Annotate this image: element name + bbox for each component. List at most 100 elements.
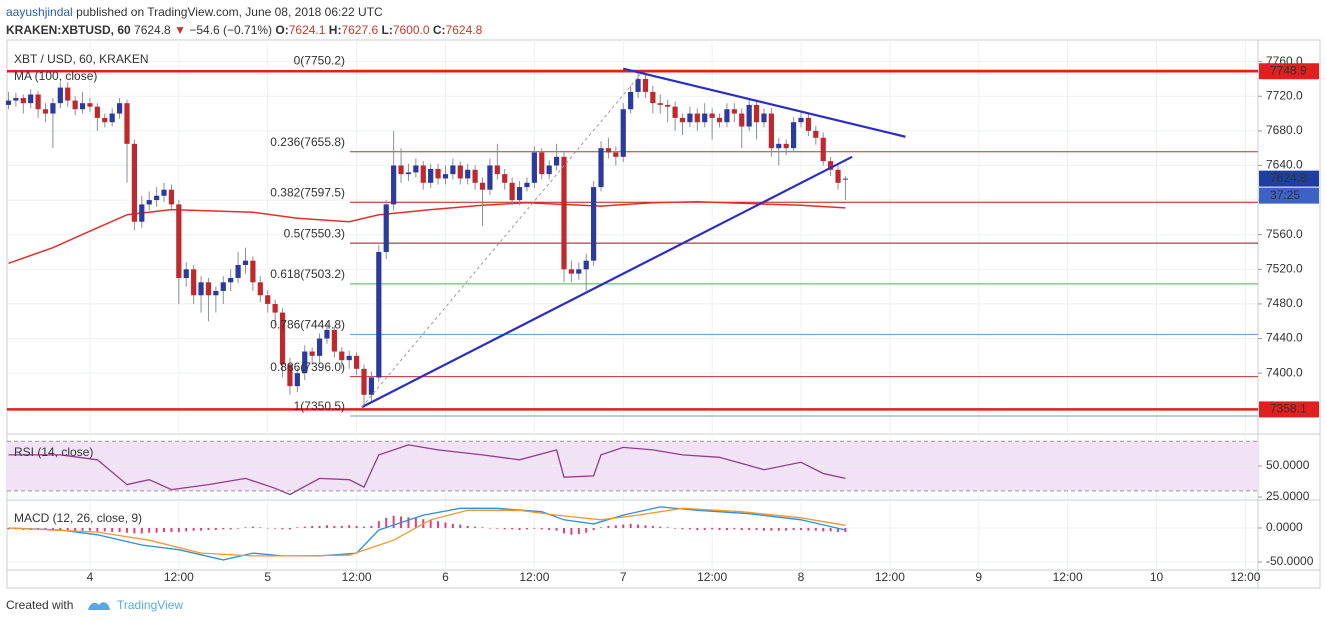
candle-body <box>635 78 641 92</box>
candle-body <box>116 103 123 114</box>
histogram-bar <box>822 527 825 532</box>
countdown-label: 37:25 <box>1270 188 1300 202</box>
candle-body <box>761 113 767 123</box>
candle-body <box>642 78 649 92</box>
author[interactable]: aayushjindal <box>6 5 73 19</box>
candle-body <box>353 355 360 369</box>
quote-line: KRAKEN:XBTUSD, 60 7624.8 ▼ −54.6 (−0.71%… <box>6 21 482 39</box>
x-tick-label: 12:00 <box>1230 570 1260 584</box>
histogram-bar <box>118 527 121 533</box>
histogram-bar <box>451 523 454 528</box>
candle-body <box>391 165 397 205</box>
histogram-bar <box>103 527 106 532</box>
x-tick-label: 6 <box>442 570 449 584</box>
plot-layer <box>5 40 1258 570</box>
histogram-bar <box>711 527 714 530</box>
candle-body <box>828 161 834 170</box>
histogram-bar <box>392 515 395 528</box>
candle-body <box>516 187 523 201</box>
histogram-bar <box>355 525 358 528</box>
histogram-bar <box>755 527 758 531</box>
histogram-bar <box>637 524 640 528</box>
symbol: KRAKEN:XBTUSD, 60 <box>6 23 131 37</box>
brand-logo <box>88 602 110 610</box>
publish-line: aayushjindal published on TradingView.co… <box>6 3 482 21</box>
histogram-bar <box>185 527 188 532</box>
candle-body <box>324 329 330 339</box>
histogram-bar <box>96 527 99 532</box>
candle-body <box>294 373 300 387</box>
candle-body <box>650 91 656 104</box>
candle-body <box>842 178 849 180</box>
candle-body <box>87 103 93 107</box>
change: −54.6 (−0.71%) <box>189 23 273 37</box>
histogram-bar <box>496 527 499 529</box>
candle-body <box>694 113 700 123</box>
histogram-bar <box>733 527 736 530</box>
x-tick-label: 12:00 <box>875 570 905 584</box>
histogram-bar <box>244 527 247 528</box>
histogram-bar <box>814 527 817 531</box>
histogram-bar <box>533 527 536 529</box>
y-tick-label: 7480.0 <box>1266 296 1303 310</box>
candle-body <box>724 109 730 123</box>
candle-body <box>35 94 41 110</box>
histogram-bar <box>296 527 299 528</box>
histogram-bar <box>111 527 114 533</box>
candle-body <box>450 165 456 175</box>
histogram-bar <box>200 527 203 531</box>
candle-body <box>583 260 589 270</box>
histogram-bar <box>770 527 773 531</box>
candle-body <box>346 355 352 361</box>
candle-body <box>242 260 249 265</box>
histogram-bar <box>348 525 351 528</box>
histogram-bar <box>659 526 662 528</box>
histogram-bar <box>511 527 514 530</box>
histogram-bar <box>792 527 795 531</box>
candle-body <box>746 104 752 127</box>
candle-body <box>509 182 515 201</box>
chart: 4 12:00 5 12:00 6 12:00 7 12:00 8 12:00 9 12:00 10 12… <box>5 39 1321 589</box>
histogram-bar <box>125 527 128 533</box>
histogram-bar <box>474 526 477 528</box>
histogram-bar <box>562 527 565 534</box>
candle-body <box>531 152 537 183</box>
candle-body <box>702 113 708 123</box>
y-tick-label: 50.0000 <box>1266 458 1310 472</box>
histogram-bar <box>340 525 343 528</box>
histogram-bar <box>140 527 143 534</box>
candle-body <box>205 282 212 296</box>
candle-body <box>568 269 574 274</box>
histogram-bar <box>807 527 810 531</box>
fib-label: 0.886(7396.0) <box>270 360 345 374</box>
y-tick-label: 7560.0 <box>1266 227 1303 241</box>
histogram-bar <box>407 517 410 528</box>
candle-body <box>102 117 108 123</box>
histogram-bar <box>718 527 721 531</box>
histogram-bar <box>177 527 180 533</box>
brand[interactable]: TradingView <box>117 598 184 612</box>
x-tick-label: 12:00 <box>519 570 549 584</box>
candle-body <box>191 269 197 296</box>
candle-body <box>413 165 419 173</box>
close: 7624.8 <box>445 23 483 37</box>
candle-body <box>302 351 308 374</box>
candle-body <box>250 260 256 283</box>
y-tick-label: 7400.0 <box>1266 365 1303 379</box>
histogram-bar <box>288 527 291 530</box>
histogram-bar <box>251 526 254 528</box>
histogram-bar <box>325 525 328 528</box>
histogram-bar <box>503 527 506 530</box>
candle-body <box>687 113 693 123</box>
histogram-bar <box>829 527 832 532</box>
low: 7600.0 <box>392 23 430 37</box>
candle-body <box>605 148 612 153</box>
panel-title: RSI (14, close) <box>14 445 93 459</box>
x-tick-label: 7 <box>620 570 627 584</box>
x-tick-label: 12:00 <box>697 570 727 584</box>
histogram-bar <box>740 527 743 531</box>
created-with: Created with <box>6 598 74 612</box>
histogram-bar <box>214 527 217 531</box>
x-tick-label: 5 <box>264 570 271 584</box>
candle-body <box>361 368 367 395</box>
